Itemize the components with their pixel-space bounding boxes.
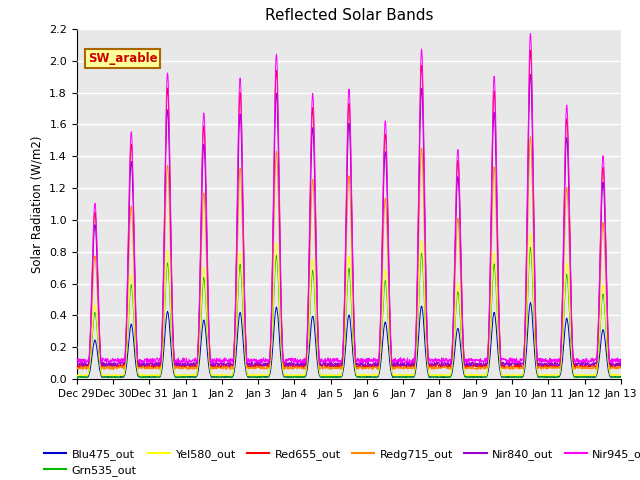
Text: SW_arable: SW_arable [88,51,157,65]
Y-axis label: Solar Radiation (W/m2): Solar Radiation (W/m2) [31,135,44,273]
Title: Reflected Solar Bands: Reflected Solar Bands [264,9,433,24]
Legend: Blu475_out, Grn535_out, Yel580_out, Red655_out, Redg715_out, Nir840_out, Nir945_: Blu475_out, Grn535_out, Yel580_out, Red6… [40,444,640,480]
